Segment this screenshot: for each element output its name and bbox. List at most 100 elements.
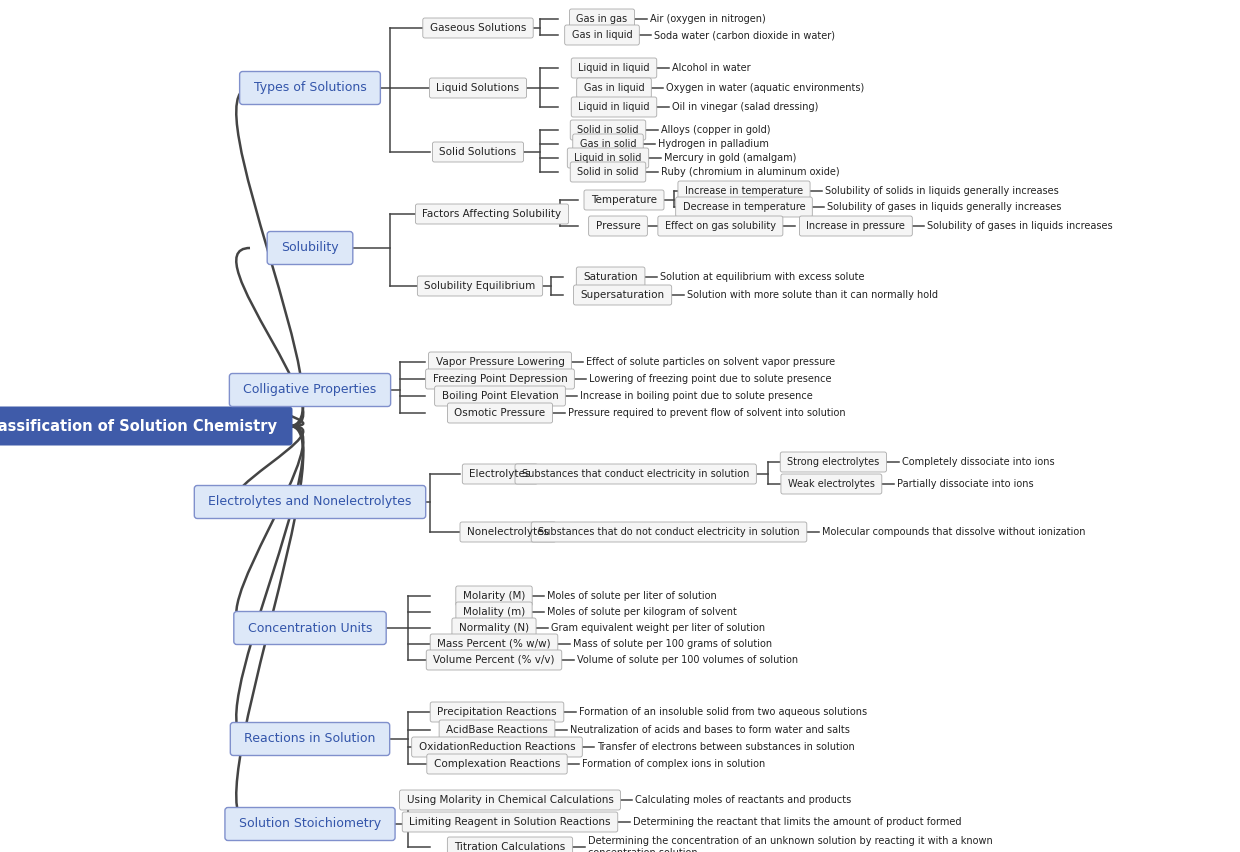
Text: Formation of an insoluble solid from two aqueous solutions: Formation of an insoluble solid from two… bbox=[579, 707, 867, 717]
FancyBboxPatch shape bbox=[439, 720, 554, 740]
Text: Complexation Reactions: Complexation Reactions bbox=[434, 759, 560, 769]
Text: Types of Solutions: Types of Solutions bbox=[254, 82, 366, 95]
Text: Colligative Properties: Colligative Properties bbox=[243, 383, 377, 396]
Text: Ruby (chromium in aluminum oxide): Ruby (chromium in aluminum oxide) bbox=[661, 167, 839, 177]
Text: Pressure: Pressure bbox=[595, 221, 640, 231]
FancyBboxPatch shape bbox=[412, 737, 583, 757]
FancyBboxPatch shape bbox=[435, 386, 565, 406]
Text: Decrease in temperature: Decrease in temperature bbox=[683, 202, 805, 212]
FancyBboxPatch shape bbox=[423, 18, 533, 38]
FancyBboxPatch shape bbox=[515, 464, 756, 484]
Text: Solution at equilibrium with excess solute: Solution at equilibrium with excess solu… bbox=[660, 272, 864, 282]
Text: Air (oxygen in nitrogen): Air (oxygen in nitrogen) bbox=[650, 14, 765, 24]
FancyBboxPatch shape bbox=[429, 78, 527, 98]
Text: Liquid in liquid: Liquid in liquid bbox=[578, 102, 650, 112]
FancyBboxPatch shape bbox=[402, 812, 618, 832]
FancyBboxPatch shape bbox=[569, 9, 635, 29]
Text: Solution with more solute than it can normally hold: Solution with more solute than it can no… bbox=[687, 290, 937, 300]
Text: Precipitation Reactions: Precipitation Reactions bbox=[438, 707, 557, 717]
FancyBboxPatch shape bbox=[267, 232, 353, 264]
FancyBboxPatch shape bbox=[451, 618, 536, 638]
Text: Increase in boiling point due to solute presence: Increase in boiling point due to solute … bbox=[580, 391, 813, 401]
Text: Weak electrolytes: Weak electrolytes bbox=[787, 479, 874, 489]
Text: Gas in gas: Gas in gas bbox=[577, 14, 627, 24]
Text: Calculating moles of reactants and products: Calculating moles of reactants and produ… bbox=[635, 795, 852, 805]
Text: Mass Percent (% w/w): Mass Percent (% w/w) bbox=[438, 639, 551, 649]
Text: Solubility of gases in liquids generally increases: Solubility of gases in liquids generally… bbox=[827, 202, 1061, 212]
Text: Effect of solute particles on solvent vapor pressure: Effect of solute particles on solvent va… bbox=[587, 357, 836, 367]
Text: Molecular compounds that dissolve without ionization: Molecular compounds that dissolve withou… bbox=[822, 527, 1085, 537]
Text: Concentration Units: Concentration Units bbox=[248, 621, 372, 635]
FancyBboxPatch shape bbox=[572, 97, 657, 117]
Text: Limiting Reagent in Solution Reactions: Limiting Reagent in Solution Reactions bbox=[409, 817, 611, 827]
Text: Increase in temperature: Increase in temperature bbox=[684, 186, 804, 196]
FancyBboxPatch shape bbox=[589, 216, 647, 236]
FancyBboxPatch shape bbox=[573, 134, 644, 154]
FancyBboxPatch shape bbox=[229, 373, 391, 406]
Text: OxidationReduction Reactions: OxidationReduction Reactions bbox=[419, 742, 575, 752]
Text: Vapor Pressure Lowering: Vapor Pressure Lowering bbox=[435, 357, 564, 367]
FancyBboxPatch shape bbox=[448, 403, 553, 423]
Text: Liquid Solutions: Liquid Solutions bbox=[436, 83, 520, 93]
Text: Volume of solute per 100 volumes of solution: Volume of solute per 100 volumes of solu… bbox=[577, 655, 797, 665]
Text: Oil in vinegar (salad dressing): Oil in vinegar (salad dressing) bbox=[672, 102, 818, 112]
FancyBboxPatch shape bbox=[433, 142, 523, 162]
FancyBboxPatch shape bbox=[568, 148, 649, 168]
Text: Temperature: Temperature bbox=[591, 195, 657, 205]
FancyBboxPatch shape bbox=[231, 722, 389, 756]
FancyBboxPatch shape bbox=[195, 486, 425, 519]
Text: Alcohol in water: Alcohol in water bbox=[672, 63, 750, 73]
FancyBboxPatch shape bbox=[427, 754, 567, 774]
Text: Gram equivalent weight per liter of solution: Gram equivalent weight per liter of solu… bbox=[551, 623, 765, 633]
Text: Moles of solute per liter of solution: Moles of solute per liter of solution bbox=[547, 591, 717, 601]
Text: Formation of complex ions in solution: Formation of complex ions in solution bbox=[583, 759, 765, 769]
FancyBboxPatch shape bbox=[577, 78, 651, 98]
Text: Reactions in Solution: Reactions in Solution bbox=[244, 733, 376, 746]
FancyBboxPatch shape bbox=[418, 276, 543, 296]
Text: Classification of Solution Chemistry: Classification of Solution Chemistry bbox=[0, 418, 278, 434]
Text: Lowering of freezing point due to solute presence: Lowering of freezing point due to solute… bbox=[589, 374, 832, 384]
FancyBboxPatch shape bbox=[415, 204, 569, 224]
Text: Oxygen in water (aquatic environments): Oxygen in water (aquatic environments) bbox=[666, 83, 864, 93]
Text: Alloys (copper in gold): Alloys (copper in gold) bbox=[661, 125, 770, 135]
Text: Moles of solute per kilogram of solvent: Moles of solute per kilogram of solvent bbox=[547, 607, 737, 617]
FancyBboxPatch shape bbox=[584, 190, 663, 210]
Text: Normality (N): Normality (N) bbox=[459, 623, 529, 633]
Text: Electrolytes: Electrolytes bbox=[469, 469, 531, 479]
FancyBboxPatch shape bbox=[781, 474, 882, 494]
Text: Hydrogen in palladium: Hydrogen in palladium bbox=[658, 139, 769, 149]
Text: Volume Percent (% v/v): Volume Percent (% v/v) bbox=[433, 655, 554, 665]
Text: Boiling Point Elevation: Boiling Point Elevation bbox=[441, 391, 558, 401]
FancyBboxPatch shape bbox=[658, 216, 782, 236]
Text: Saturation: Saturation bbox=[583, 272, 637, 282]
Text: Solid in solid: Solid in solid bbox=[578, 167, 639, 177]
Text: Neutralization of acids and bases to form water and salts: Neutralization of acids and bases to for… bbox=[570, 725, 849, 735]
Text: Supersaturation: Supersaturation bbox=[580, 290, 665, 300]
Text: Gas in liquid: Gas in liquid bbox=[584, 83, 645, 93]
FancyBboxPatch shape bbox=[577, 267, 645, 287]
Text: Substances that do not conduct electricity in solution: Substances that do not conduct electrici… bbox=[538, 527, 800, 537]
Text: Titration Calculations: Titration Calculations bbox=[454, 842, 565, 852]
FancyBboxPatch shape bbox=[460, 522, 556, 542]
FancyBboxPatch shape bbox=[572, 58, 657, 78]
FancyBboxPatch shape bbox=[239, 72, 381, 105]
FancyBboxPatch shape bbox=[456, 602, 532, 622]
Text: Mass of solute per 100 grams of solution: Mass of solute per 100 grams of solution bbox=[573, 639, 773, 649]
Text: Determining the concentration of an unknown solution by reacting it with a known: Determining the concentration of an unkn… bbox=[588, 836, 992, 852]
Text: Increase in pressure: Increase in pressure bbox=[806, 221, 905, 231]
Text: Factors Affecting Solubility: Factors Affecting Solubility bbox=[423, 209, 562, 219]
Text: Pressure required to prevent flow of solvent into solution: Pressure required to prevent flow of sol… bbox=[568, 408, 846, 418]
FancyBboxPatch shape bbox=[531, 522, 807, 542]
Text: Gas in liquid: Gas in liquid bbox=[572, 30, 632, 40]
FancyBboxPatch shape bbox=[0, 406, 293, 446]
Text: Osmotic Pressure: Osmotic Pressure bbox=[454, 408, 546, 418]
FancyBboxPatch shape bbox=[800, 216, 913, 236]
FancyBboxPatch shape bbox=[456, 586, 532, 606]
FancyBboxPatch shape bbox=[427, 650, 562, 670]
FancyBboxPatch shape bbox=[780, 452, 887, 472]
FancyBboxPatch shape bbox=[234, 612, 386, 644]
FancyBboxPatch shape bbox=[429, 352, 572, 372]
Text: Solubility of solids in liquids generally increases: Solubility of solids in liquids generall… bbox=[825, 186, 1059, 196]
FancyBboxPatch shape bbox=[564, 25, 640, 45]
FancyBboxPatch shape bbox=[224, 808, 396, 841]
